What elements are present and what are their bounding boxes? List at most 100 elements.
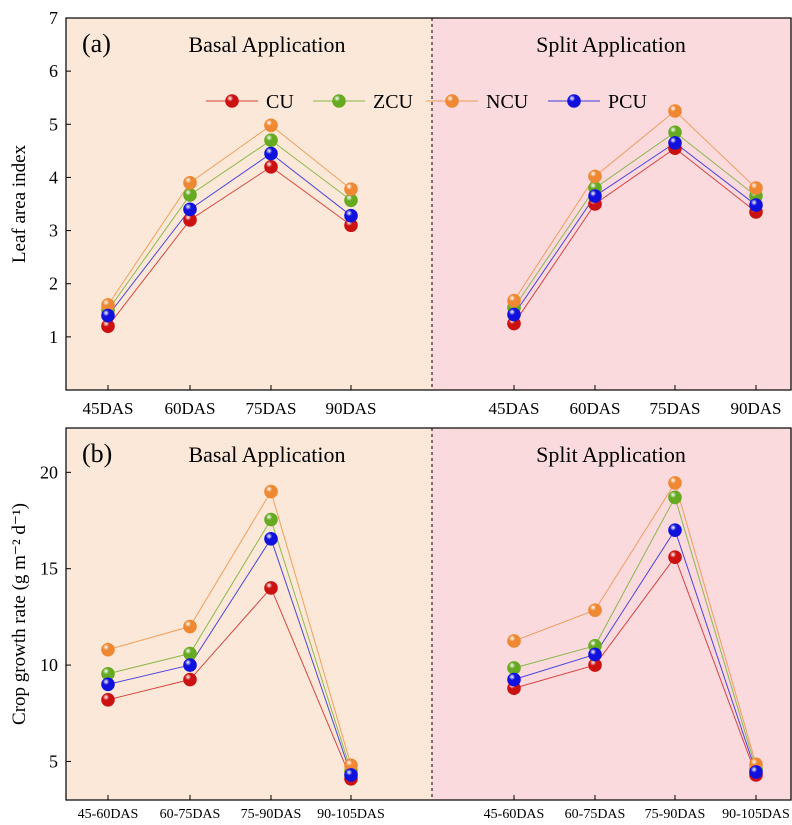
basal-title: Basal Application bbox=[188, 32, 345, 57]
split-title: Split Application bbox=[536, 32, 686, 57]
legend-marker-zcu bbox=[332, 94, 346, 108]
y-tick-label: 5 bbox=[49, 751, 58, 771]
x-tick-label: 90DAS bbox=[325, 399, 376, 418]
y-tick-label: 1 bbox=[49, 327, 58, 347]
data-point-cu bbox=[264, 160, 278, 174]
y-tick-label: 15 bbox=[40, 559, 58, 579]
x-tick-label: 45-60DAS bbox=[484, 807, 545, 822]
x-tick-label: 60-75DAS bbox=[565, 807, 626, 822]
series-line-pcu bbox=[107, 152, 352, 316]
series-line-zcu bbox=[107, 518, 352, 772]
data-point-ncu bbox=[749, 181, 763, 195]
data-point-pcu bbox=[344, 208, 358, 223]
data-point-ncu bbox=[507, 293, 521, 308]
series-line-cu bbox=[513, 556, 757, 776]
series-line-ncu bbox=[513, 481, 757, 765]
series-line-ncu bbox=[107, 124, 352, 306]
data-point-pcu bbox=[101, 677, 115, 692]
panel-label: (a) bbox=[82, 29, 111, 58]
series-line-pcu bbox=[513, 142, 757, 315]
data-point-zcu bbox=[668, 490, 682, 505]
x-tick-label: 45DAS bbox=[488, 399, 539, 418]
y-tick-label: 10 bbox=[40, 655, 58, 675]
data-point-pcu bbox=[183, 658, 197, 672]
y-tick-label: 6 bbox=[49, 61, 58, 81]
series-line-cu bbox=[107, 166, 352, 327]
x-tick-label: 75DAS bbox=[649, 399, 700, 418]
data-point-pcu bbox=[101, 308, 115, 323]
x-tick-label: 75-90DAS bbox=[645, 807, 706, 822]
x-tick-label: 45DAS bbox=[82, 399, 133, 418]
split-title: Split Application bbox=[536, 442, 686, 467]
data-point-pcu bbox=[344, 768, 358, 782]
data-point-pcu bbox=[507, 307, 521, 322]
y-tick-label: 5 bbox=[49, 114, 58, 134]
data-point-ncu bbox=[668, 104, 682, 118]
basal-background bbox=[66, 18, 432, 390]
series-line-pcu bbox=[107, 537, 352, 776]
split-background bbox=[432, 18, 792, 390]
data-points-layer bbox=[101, 94, 763, 786]
basal-background bbox=[66, 428, 432, 800]
y-axis-label: Crop growth rate (g m⁻² d⁻¹) bbox=[9, 503, 30, 725]
x-tick-label: 90-105DAS bbox=[317, 807, 385, 822]
axes-layer bbox=[65, 17, 792, 801]
data-point-ncu bbox=[101, 642, 115, 657]
series-line-ncu bbox=[107, 490, 352, 766]
x-tick-label: 90-105DAS bbox=[722, 807, 790, 822]
series-line-cu bbox=[107, 587, 352, 779]
data-point-zcu bbox=[183, 646, 197, 661]
legend-marker-cu bbox=[225, 94, 239, 108]
data-point-ncu bbox=[183, 619, 197, 634]
data-point-pcu bbox=[183, 202, 197, 217]
plot-frame bbox=[65, 17, 792, 391]
data-point-pcu bbox=[668, 136, 682, 150]
y-tick-label: 20 bbox=[40, 462, 58, 482]
data-point-ncu bbox=[588, 603, 602, 617]
data-point-ncu bbox=[507, 634, 521, 648]
data-point-ncu bbox=[344, 182, 358, 196]
data-point-zcu bbox=[264, 512, 278, 527]
basal-title: Basal Application bbox=[188, 442, 345, 467]
series-line-zcu bbox=[513, 131, 757, 308]
y-axis-label: Leaf area index bbox=[9, 144, 30, 263]
legend-label-cu: CU bbox=[266, 91, 294, 113]
x-tick-label: 45-60DAS bbox=[78, 807, 139, 822]
data-point-ncu bbox=[588, 169, 602, 184]
x-tick-label: 60-75DAS bbox=[160, 807, 221, 822]
data-point-pcu bbox=[588, 647, 602, 662]
data-point-ncu bbox=[183, 175, 197, 190]
data-point-cu bbox=[264, 581, 278, 595]
data-point-ncu bbox=[264, 484, 278, 499]
x-tick-label: 90DAS bbox=[730, 399, 781, 418]
data-point-zcu bbox=[507, 661, 521, 675]
text-layer: 1 2 3 4 5 6 7 Leaf area index (a) Basal Applicati… bbox=[9, 8, 790, 822]
data-point-zcu bbox=[183, 188, 197, 202]
legend-label-ncu: NCU bbox=[486, 91, 529, 113]
background-layer bbox=[66, 18, 792, 800]
series-line-ncu bbox=[513, 110, 757, 301]
y-tick-label: 7 bbox=[49, 8, 58, 28]
x-tick-label: 75DAS bbox=[245, 399, 296, 418]
x-tick-label: 60DAS bbox=[569, 399, 620, 418]
data-point-pcu bbox=[749, 198, 763, 212]
legend-marker-ncu bbox=[445, 94, 459, 108]
series-line-zcu bbox=[107, 139, 352, 311]
data-point-pcu bbox=[749, 765, 763, 779]
series-line-pcu bbox=[513, 529, 757, 773]
legend-label-zcu: ZCU bbox=[373, 91, 414, 113]
legend-marker-pcu bbox=[567, 94, 581, 108]
x-tick-label: 75-90DAS bbox=[241, 807, 302, 822]
plot-frame bbox=[65, 427, 792, 801]
y-tick-label: 3 bbox=[49, 221, 58, 241]
data-point-ncu bbox=[264, 118, 278, 133]
data-point-zcu bbox=[264, 133, 278, 148]
y-tick-label: 4 bbox=[49, 167, 58, 187]
series-line-cu bbox=[513, 147, 757, 324]
data-point-cu bbox=[101, 692, 115, 707]
x-tick-label: 60DAS bbox=[164, 399, 215, 418]
series-line-zcu bbox=[513, 496, 757, 770]
series-lines-layer bbox=[107, 100, 757, 779]
data-point-pcu bbox=[668, 523, 682, 537]
